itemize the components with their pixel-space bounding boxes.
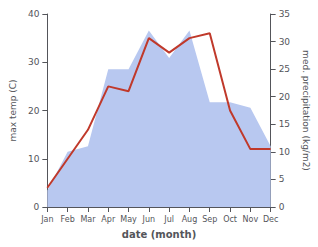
svg-text:10: 10: [28, 154, 40, 164]
svg-text:Feb: Feb: [61, 215, 75, 224]
svg-text:30: 30: [279, 37, 291, 47]
svg-text:20: 20: [279, 92, 291, 102]
svg-text:Apr: Apr: [101, 215, 116, 224]
svg-text:Aug: Aug: [182, 215, 198, 224]
svg-text:med. precipitation (kg/m2): med. precipitation (kg/m2): [301, 50, 311, 171]
svg-text:10: 10: [279, 147, 291, 157]
svg-text:May: May: [120, 215, 137, 224]
svg-text:0: 0: [279, 202, 285, 212]
svg-text:Nov: Nov: [243, 215, 259, 224]
svg-text:0: 0: [34, 202, 40, 212]
svg-text:Dec: Dec: [263, 215, 278, 224]
svg-text:40: 40: [28, 9, 40, 19]
svg-text:date (month): date (month): [122, 229, 196, 240]
svg-text:Jun: Jun: [142, 215, 156, 224]
svg-text:Jan: Jan: [40, 215, 53, 224]
svg-text:Jul: Jul: [163, 215, 174, 224]
svg-text:max temp (C): max temp (C): [8, 79, 18, 141]
svg-text:30: 30: [28, 57, 40, 67]
svg-text:Oct: Oct: [223, 215, 237, 224]
svg-text:5: 5: [279, 174, 285, 184]
svg-text:20: 20: [28, 106, 40, 116]
svg-text:15: 15: [279, 119, 290, 129]
svg-text:Mar: Mar: [80, 215, 96, 224]
svg-text:35: 35: [279, 9, 290, 19]
svg-text:25: 25: [279, 64, 290, 74]
svg-text:Sep: Sep: [202, 215, 217, 224]
